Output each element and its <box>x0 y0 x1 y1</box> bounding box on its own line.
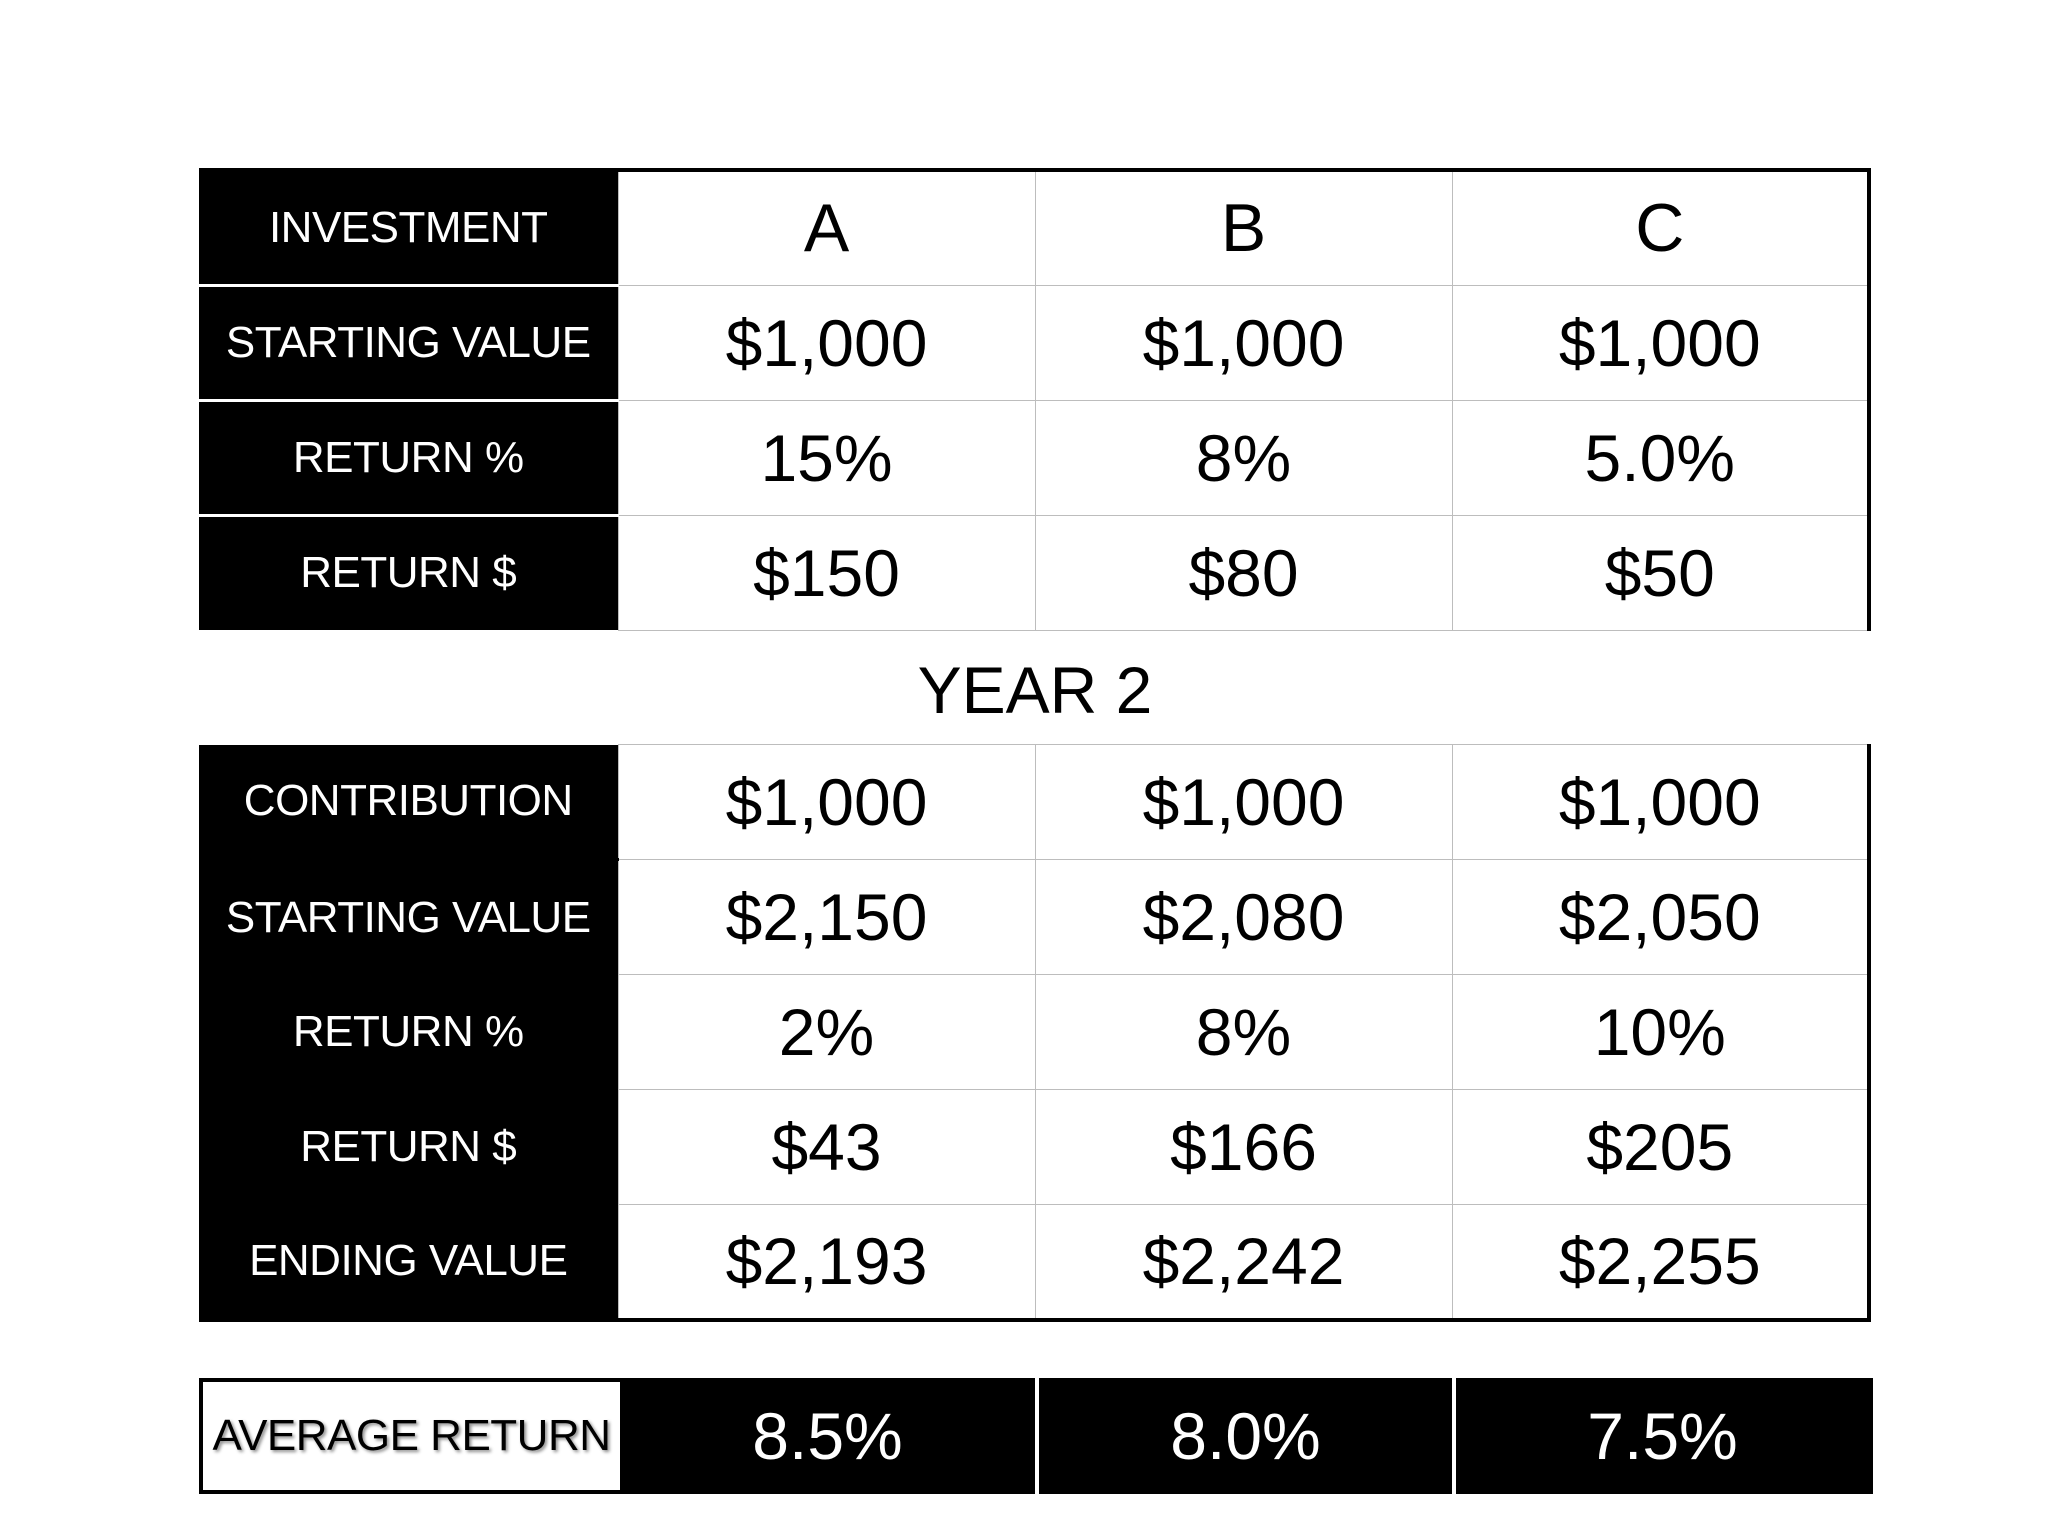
table-cell: $1,000 <box>617 744 1036 860</box>
table-cell: $1,000 <box>1034 284 1453 401</box>
table-row-return-dollar: RETURN $ $43 $166 $205 <box>199 1089 1870 1205</box>
table-cell: 8% <box>1034 399 1453 516</box>
row-label-return-dollar: RETURN $ <box>199 515 618 630</box>
table-cell: $50 <box>1451 514 1870 631</box>
average-return-a: 8.5% <box>620 1380 1037 1492</box>
table-cell: $80 <box>1034 514 1453 631</box>
row-label-contribution: CONTRIBUTION <box>199 744 618 861</box>
table-row-return-percent: RETURN % 15% 8% 5.0% <box>199 399 1870 517</box>
table-cell: $43 <box>617 1089 1036 1205</box>
average-return-table: AVERAGE RETURN 8.5% 8.0% 7.5% <box>199 1378 1873 1494</box>
table-row-contribution: CONTRIBUTION $1,000 $1,000 $1,000 <box>199 744 1870 861</box>
table-row-return-dollar: RETURN $ $150 $80 $50 <box>199 514 1870 631</box>
year2-heading: YEAR 2 <box>917 653 1153 727</box>
table-cell: 15% <box>617 399 1036 516</box>
table-cell: $2,193 <box>617 1204 1036 1320</box>
table-cell: $2,050 <box>1451 859 1870 975</box>
row-label-starting-value: STARTING VALUE <box>199 285 618 402</box>
table-cell: $1,000 <box>617 284 1036 401</box>
table-row-average-return: AVERAGE RETURN 8.5% 8.0% 7.5% <box>201 1380 1871 1492</box>
table-cell: $1,000 <box>1451 744 1870 860</box>
table-cell: $2,080 <box>1034 859 1453 975</box>
table-cell: 2% <box>617 974 1036 1090</box>
investment-name-b: B <box>1034 169 1453 286</box>
table-cell: $150 <box>617 514 1036 631</box>
investment-name-c: C <box>1451 169 1870 286</box>
year2-table: CONTRIBUTION $1,000 $1,000 $1,000 STARTI… <box>199 744 1871 1322</box>
table-cell: $2,150 <box>617 859 1036 975</box>
row-label-investment: INVESTMENT <box>199 170 618 287</box>
row-label-ending-value: ENDING VALUE <box>199 1204 618 1320</box>
row-label-return-percent: RETURN % <box>199 974 618 1090</box>
year1-table: INVESTMENT A B C STARTING VALUE $1,000 $… <box>199 168 1871 631</box>
table-cell: 5.0% <box>1451 399 1870 516</box>
table-cell: $2,255 <box>1451 1204 1870 1320</box>
table-row-starting-value: STARTING VALUE $2,150 $2,080 $2,050 <box>199 859 1870 975</box>
row-label-return-dollar: RETURN $ <box>199 1089 618 1205</box>
row-label-starting-value: STARTING VALUE <box>199 859 618 975</box>
row-label-average-return: AVERAGE RETURN <box>201 1380 620 1492</box>
row-label-return-percent: RETURN % <box>199 400 618 517</box>
table-row-return-percent: RETURN % 2% 8% 10% <box>199 974 1870 1090</box>
table-cell: $1,000 <box>1034 744 1453 860</box>
table-cell: $166 <box>1034 1089 1453 1205</box>
investment-name-a: A <box>617 169 1036 286</box>
average-return-b: 8.0% <box>1035 1380 1454 1492</box>
average-return-c: 7.5% <box>1452 1380 1871 1492</box>
table-row-ending-value: ENDING VALUE $2,193 $2,242 $2,255 <box>199 1204 1870 1320</box>
table-cell: $205 <box>1451 1089 1870 1205</box>
table-cell: $2,242 <box>1034 1204 1453 1320</box>
table-cell: 8% <box>1034 974 1453 1090</box>
table-cell: $1,000 <box>1451 284 1870 401</box>
table-cell: 10% <box>1451 974 1870 1090</box>
table-row-investment: INVESTMENT A B C <box>199 169 1870 287</box>
table-row-starting-value: STARTING VALUE $1,000 $1,000 $1,000 <box>199 284 1870 402</box>
